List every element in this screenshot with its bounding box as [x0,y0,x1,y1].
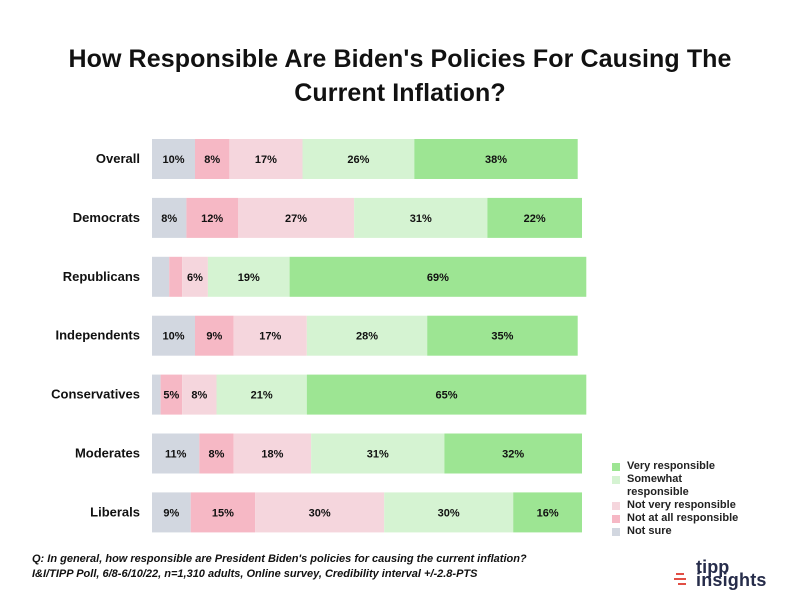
bar-segment [216,374,307,415]
bar-segment [384,492,514,533]
bar-segment [311,433,445,474]
bar-label: 17% [259,331,281,343]
bar-segment [152,197,187,238]
question-note: Q: In general, how responsible are Presi… [32,553,527,565]
bar-segment [152,374,161,415]
logo-mark-icon [674,573,686,585]
bar-segment [195,139,230,179]
bar-segment [182,256,208,297]
bar-label: 12% [201,213,223,225]
bar-label: 30% [309,507,331,519]
legend-swatch [612,476,620,484]
bar-label: 9% [206,331,222,343]
source-note: I&I/TIPP Poll, 6/8-6/10/22, n=1,310 adul… [32,568,478,580]
bar-segment [152,256,170,297]
bar-segment [233,315,307,356]
bar-segment [186,197,238,238]
bar-segment [302,139,415,179]
bar-label: 22% [524,213,546,225]
category-label: Independents [55,328,140,343]
legend-item: Not sure [612,525,762,538]
bar-label: 38% [485,154,507,166]
bar-segment [160,374,183,415]
legend-label: Not at all responsible [627,512,739,524]
bar-label: 17% [255,154,277,166]
bar-label: 19% [238,272,260,284]
bar-segment [289,256,587,297]
logo-bottom-text: insights [696,570,767,590]
legend-item: Very responsible [612,460,762,473]
bar-segment [354,197,488,238]
bar-label: 8% [204,154,220,166]
legend-swatch [612,463,620,471]
legend-item: Not very responsible [612,499,762,512]
bar-label: 15% [212,507,234,519]
bar-label: 26% [347,154,369,166]
legend-swatch [612,515,620,523]
bar-segment [444,433,582,474]
legend-label: Not very responsible [627,499,736,511]
bar-label: 28% [356,331,378,343]
bar-label: 31% [367,449,389,461]
category-label: Conservatives [51,387,140,402]
category-label: Moderates [75,446,140,461]
bar-label: 35% [491,331,513,343]
bar-label: 6% [187,272,203,284]
bar-segment [255,492,385,533]
category-label: Overall [96,151,140,166]
bar-segment [169,256,183,297]
bar-label: 69% [427,272,449,284]
legend-label: Very responsible [627,460,716,472]
bar-segment [207,256,290,297]
bar-segment [152,433,200,474]
bar-segment [487,197,582,238]
bar-label: 8% [191,390,207,402]
bar-segment [190,492,256,533]
bar-segment [199,433,234,474]
bar-label: 21% [251,390,273,402]
bar-label: 30% [438,507,460,519]
bar-segment [513,492,582,533]
category-label: Republicans [63,269,140,284]
bar-segment [306,374,587,415]
bar-label: 31% [410,213,432,225]
bar-segment [152,139,195,179]
bar-segment [182,374,217,415]
bar-segment [195,315,234,356]
legend-swatch [612,502,620,510]
bar-label: 5% [163,390,179,402]
bar-segment [229,139,303,179]
bar-segment [233,433,312,474]
bar-segment [238,197,355,238]
legend-label: Somewhat responsible [627,473,689,498]
category-label: Democrats [73,210,140,225]
bar-label: 9% [163,507,179,519]
legend-item: Not at all responsible [612,512,762,525]
bar-segment [306,315,428,356]
bar-label: 27% [285,213,307,225]
legend: Very responsible Somewhat responsible Not … [612,460,762,538]
bar-label: 65% [436,390,458,402]
bar-segment [427,315,578,356]
legend-item: Somewhat responsible [612,473,762,499]
bar-label: 11% [165,449,187,461]
bar-label: 18% [261,449,283,461]
bar-label: 10% [162,331,184,343]
bar-segment [152,315,195,356]
logo-top-text: tipp [696,557,730,577]
legend-label: Not sure [627,525,672,537]
chart-title: How Responsible Are Biden's Policies For… [68,45,732,107]
bar-label: 32% [502,449,524,461]
category-label: Liberals [90,504,140,519]
bar-label: 10% [162,154,184,166]
bar-segment [152,492,191,533]
bar-label: 8% [209,449,225,461]
legend-swatch [612,528,620,536]
bar-label: 16% [537,507,559,519]
bar-segment [414,139,578,179]
bar-label: 8% [161,213,177,225]
tipp-insights-logo: tipp insights [674,557,796,594]
logo-text: tipp insights [696,557,796,590]
